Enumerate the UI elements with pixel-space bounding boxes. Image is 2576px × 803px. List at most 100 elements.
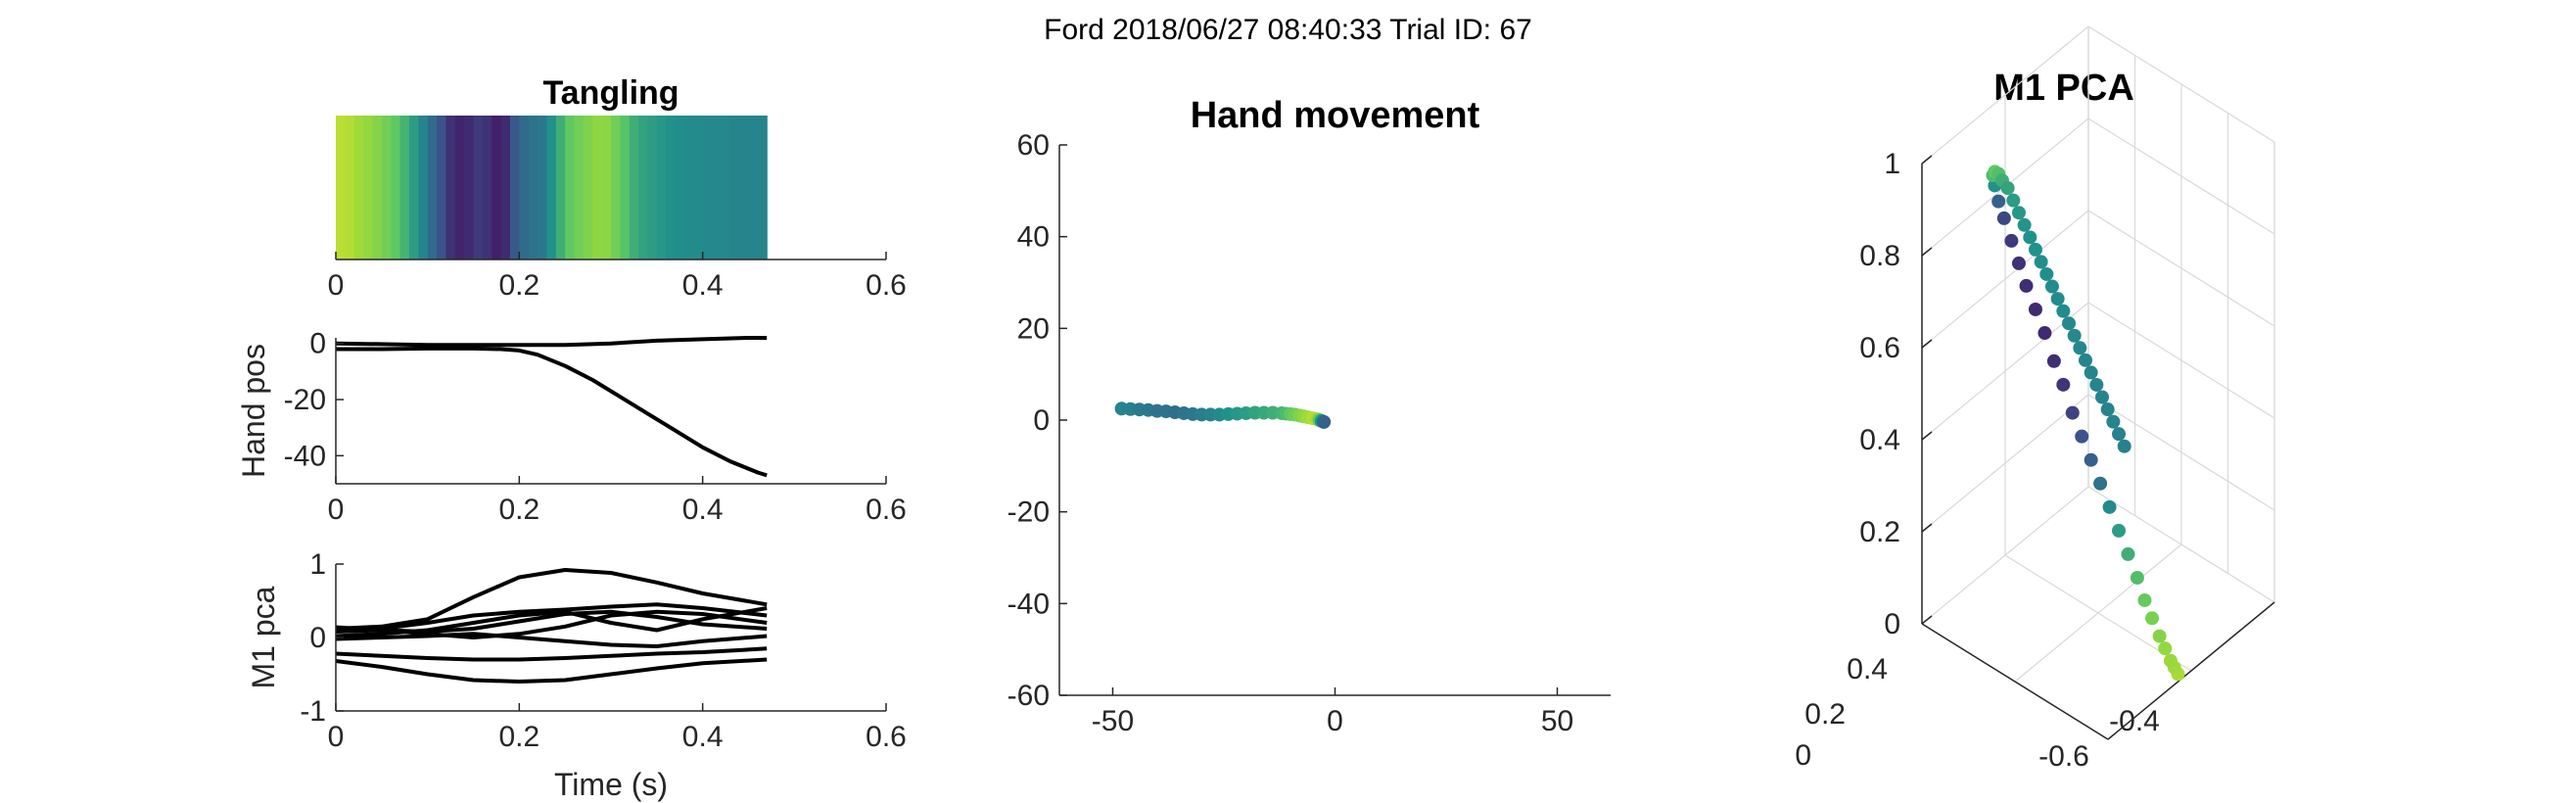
pca-trace-1: [335, 568, 768, 631]
pca-3d-point: [2056, 377, 2071, 392]
pca-3d-point: [2056, 304, 2071, 318]
m1-pca-3d-title: M1 PCA: [1993, 68, 2134, 109]
heatmap-cell: [712, 116, 722, 260]
heatmap-cell: [482, 116, 492, 260]
heatmap-cell: [656, 116, 667, 260]
x-tick-label: 0.2: [498, 494, 539, 526]
pca-3d-point: [2112, 523, 2127, 538]
heatmap-cell: [418, 116, 429, 260]
heatmap-cell: [381, 116, 392, 260]
y-tick-label: 1: [309, 548, 326, 581]
heatmap-cell: [492, 116, 502, 260]
x-tick-label: 0.6: [866, 494, 907, 526]
heatmap-cell: [391, 116, 401, 260]
x-tick-label: 0: [328, 269, 345, 302]
pca-3d-point: [2019, 278, 2034, 293]
pca-3d-point: [2004, 233, 2019, 248]
x-tick-label: 0: [1327, 705, 1343, 737]
z-tick: [1921, 431, 1933, 441]
pca-3d-point: [2034, 255, 2048, 269]
heatmap-cell: [583, 116, 593, 260]
pca-3d-point: [2089, 377, 2104, 392]
y-tick-label: -40: [1007, 588, 1050, 620]
pca-trace-5: [335, 609, 768, 634]
pca-3d-point: [2121, 546, 2135, 561]
y-tick-label: 0: [309, 622, 326, 654]
y-tick-label: 40: [1017, 221, 1050, 254]
pca-3d-point: [2095, 390, 2110, 404]
heatmap-cell: [464, 116, 475, 260]
z-tick-label: 1: [1884, 148, 1900, 180]
heatmap-cell: [729, 116, 740, 260]
heatmap-cell: [638, 116, 649, 260]
m1-pca-ylabel: M1 pca: [246, 586, 281, 688]
pca-3d-point: [2117, 439, 2131, 453]
pca-3d-point: [2137, 592, 2152, 607]
x-tick-label: 0.6: [866, 269, 907, 302]
heatmap-cell: [611, 116, 621, 260]
y-tick-label: 0.4: [1847, 653, 1888, 685]
z-tick: [1921, 155, 1933, 165]
heatmap-cell: [574, 116, 585, 260]
pca-3d-point: [2163, 653, 2178, 668]
pca-trace-8: [335, 657, 768, 684]
hand-movement-title: Hand movement: [1191, 95, 1480, 136]
heatmap-cell: [739, 116, 750, 260]
y-tick-label: -1: [300, 695, 326, 728]
hand-pos-axes: 0 0.2 0.4 0.6 0 -20 -40 Hand pos: [236, 328, 907, 526]
heatmap-cell: [528, 116, 539, 260]
figure-suptitle: Ford 2018/06/27 08:40:33 Trial ID: 67: [1044, 14, 1532, 46]
heatmap-cell: [629, 116, 639, 260]
grid-line: [2014, 543, 2182, 683]
x-tick-label: 0: [328, 721, 345, 753]
pca-3d-point: [2006, 193, 2021, 208]
pca-3d-point: [2112, 427, 2127, 442]
pca-3d-point: [2017, 217, 2032, 232]
heatmap-cell: [620, 116, 631, 260]
x-axis-line: [1921, 623, 2109, 740]
x-tick-label: 0.4: [682, 269, 724, 302]
y-tick-label: 20: [1017, 312, 1050, 345]
pca-3d-point: [2130, 570, 2144, 585]
x-tick-label: 0.6: [866, 721, 907, 753]
y-tick-label: -20: [284, 384, 326, 416]
heatmap-cell: [336, 116, 346, 260]
heatmap-cell: [509, 116, 520, 260]
x-tick-label: -0.6: [2038, 740, 2089, 773]
heatmap-cell: [565, 116, 576, 260]
pca-3d-point: [2100, 402, 2115, 417]
pca-3d-point: [2050, 292, 2065, 307]
pca-3d-point: [2023, 230, 2037, 245]
z-tick: [1921, 339, 1933, 349]
time-xlabel: Time (s): [554, 767, 668, 802]
heatmap-cell: [353, 116, 364, 260]
hand-movement-point: [1317, 414, 1332, 429]
tangling-axes: Tangling 0 0.2 0.4 0.6: [328, 74, 907, 302]
x-tick-label: 0.2: [498, 269, 539, 302]
heatmap-cell: [519, 116, 530, 260]
pca-3d-point: [1996, 211, 2011, 225]
pca-3d-point: [2037, 326, 2052, 341]
heatmap-cell: [748, 116, 759, 260]
pca-3d-point: [2158, 641, 2173, 656]
z-tick-label: 0.8: [1859, 240, 1900, 272]
pca-trace-6: [335, 632, 768, 648]
hand-pos-line-2: [336, 346, 768, 478]
z-tick: [1921, 523, 1933, 533]
heatmap-cell: [363, 116, 374, 260]
pca-3d-point: [2028, 302, 2042, 316]
pca-3d-point: [2011, 206, 2026, 220]
heatmap-cell: [345, 116, 355, 260]
heatmap-cell: [538, 116, 548, 260]
pca-3d-point: [2152, 629, 2167, 643]
heatmap-cell: [601, 116, 612, 260]
pca-3d-point: [2079, 353, 2092, 367]
pca-3d-point: [2065, 405, 2080, 420]
grid-line: [1921, 486, 2089, 625]
pca-3d-point: [2084, 365, 2098, 380]
pca-3d-point: [2102, 499, 2117, 514]
y-tick-label: -40: [284, 440, 326, 472]
z-tick-label: 0.2: [1859, 516, 1900, 548]
heatmap-cell: [445, 116, 456, 260]
